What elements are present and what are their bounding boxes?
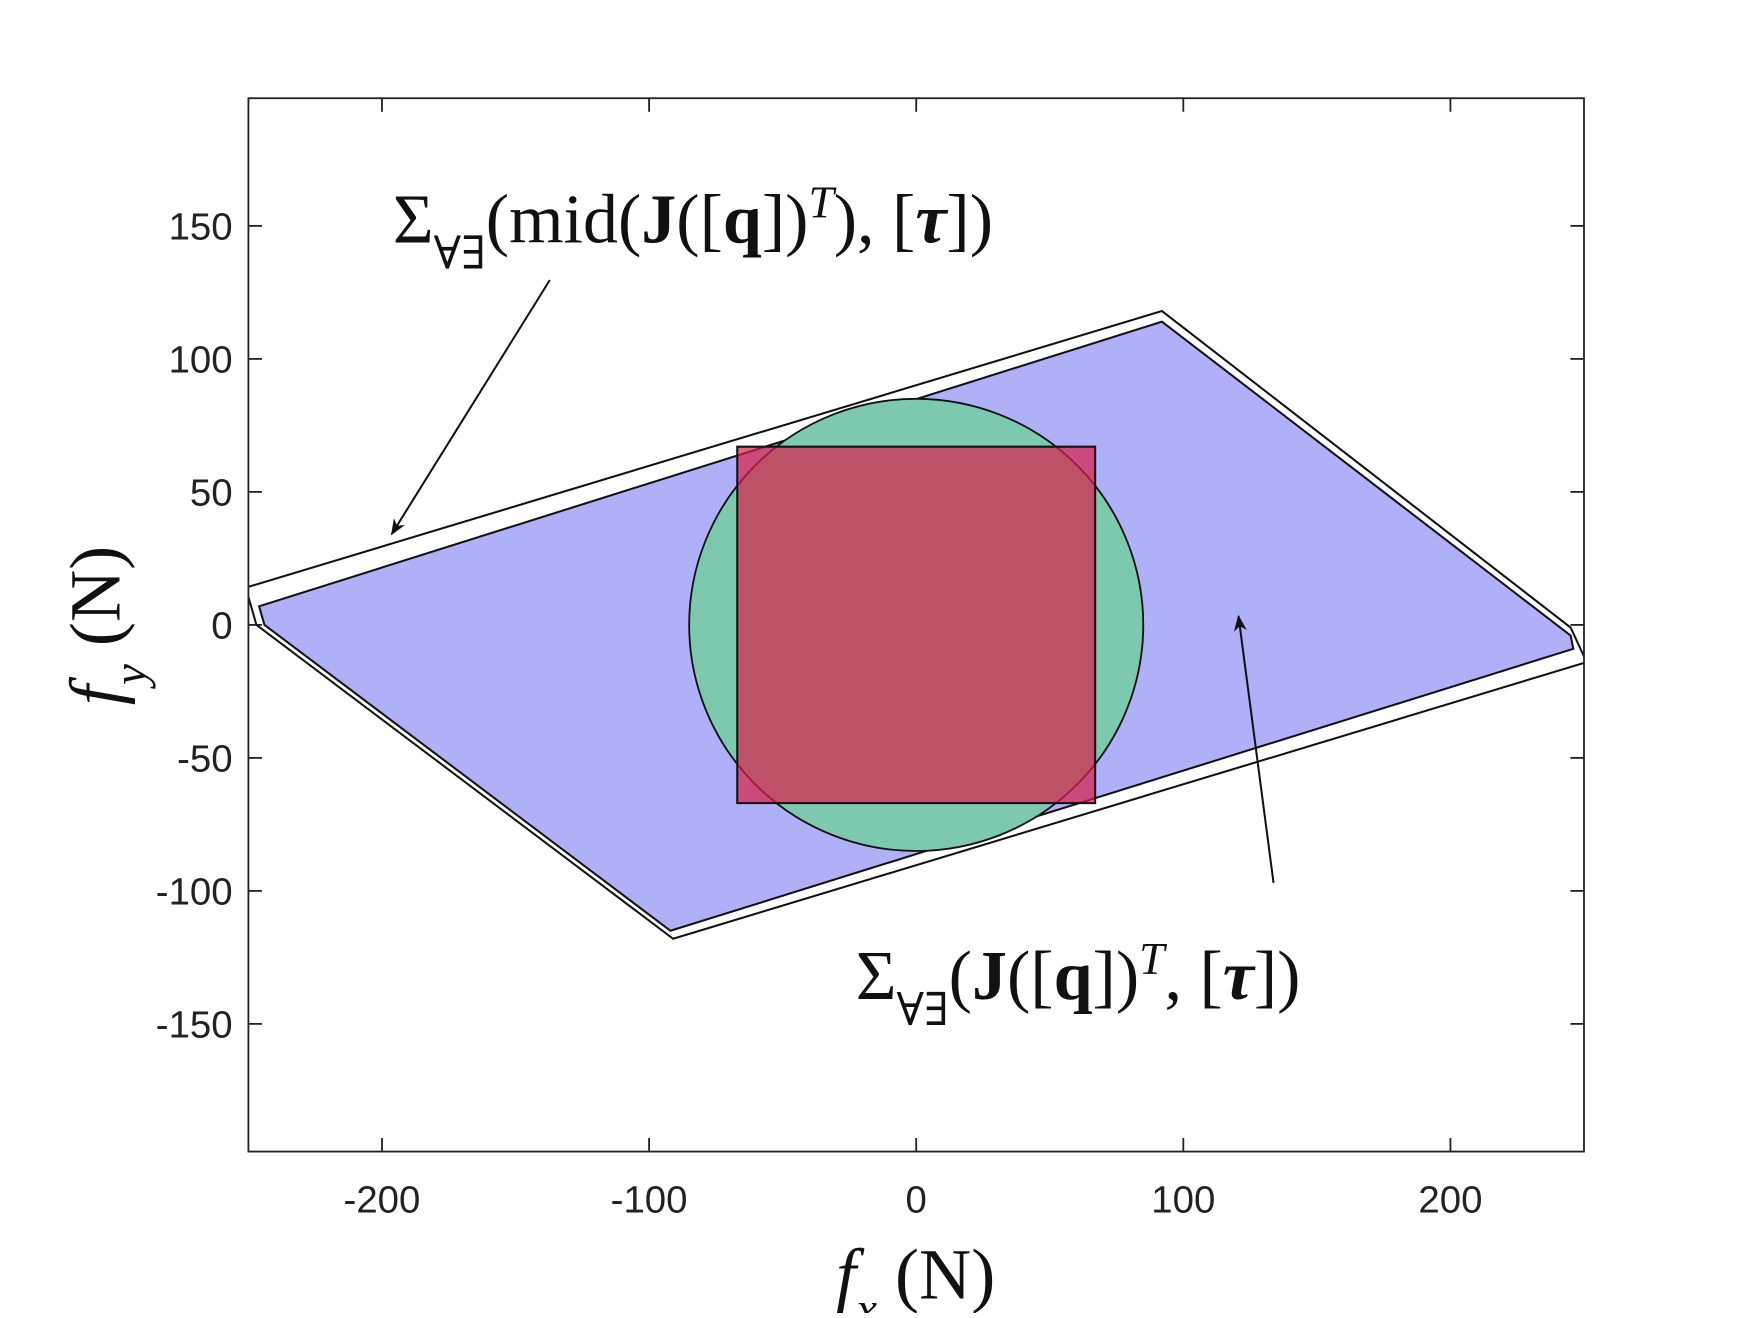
y-tick-label: 150	[169, 205, 233, 248]
x-tick-label: 200	[1418, 1179, 1482, 1222]
y-axis-label: fy (N)	[56, 546, 157, 705]
text-segment: ])	[1093, 938, 1140, 1015]
text-segment: q	[723, 182, 762, 259]
text-segment: ([	[1007, 938, 1054, 1015]
text-segment: x	[855, 1283, 877, 1313]
text-segment: Σ	[393, 182, 434, 259]
text-segment: ])	[1254, 938, 1301, 1015]
text-segment: (N)	[56, 546, 136, 664]
text-segment: J	[641, 182, 676, 259]
x-tick-label: -200	[344, 1179, 421, 1222]
x-axis-label: fx (N)	[836, 1234, 995, 1313]
y-tick-label: -100	[156, 870, 233, 913]
text-segment: q	[1054, 938, 1093, 1015]
y-tick-label: -50	[177, 737, 232, 780]
text-segment: T	[1139, 933, 1167, 984]
text-segment: ])	[946, 182, 993, 259]
text-segment: ([	[676, 182, 723, 259]
text-segment: ∀∃	[897, 984, 949, 1035]
annotation-arrow	[390, 279, 551, 536]
y-tick-label: 0	[211, 604, 232, 647]
y-tick-label: 50	[190, 471, 233, 514]
text-segment: J	[972, 938, 1007, 1015]
text-segment: Σ	[856, 938, 897, 1015]
y-tick-label: -150	[156, 1003, 233, 1046]
text-segment: (mid(	[486, 182, 641, 259]
text-segment: T	[808, 176, 836, 227]
text-segment: τ	[915, 182, 948, 259]
annotation: Σ∀∃(mid(J([q])T), [τ])	[393, 176, 993, 278]
x-tick-label: -100	[611, 1179, 688, 1222]
text-segment: , [	[1164, 938, 1222, 1015]
annotation-arrow	[1233, 614, 1275, 883]
plot-area	[248, 309, 1584, 940]
x-tick-label: 0	[906, 1179, 927, 1222]
y-tick-label: 100	[169, 338, 233, 381]
annotation: Σ∀∃(J([q])T, [τ])	[856, 933, 1301, 1035]
text-segment: ), [	[834, 182, 916, 259]
text-segment: (N)	[877, 1234, 995, 1313]
text-segment: τ	[1223, 938, 1256, 1015]
text-segment: ])	[762, 182, 809, 259]
text-segment: ∀∃	[434, 227, 486, 278]
region	[736, 445, 1097, 805]
text-segment: y	[105, 664, 157, 689]
x-tick-label: 100	[1151, 1179, 1215, 1222]
ticks: -200 -100 0 100 200 -150 -100 -50 0 50 100 150	[156, 98, 1584, 1222]
text-segment: (	[949, 938, 972, 1015]
